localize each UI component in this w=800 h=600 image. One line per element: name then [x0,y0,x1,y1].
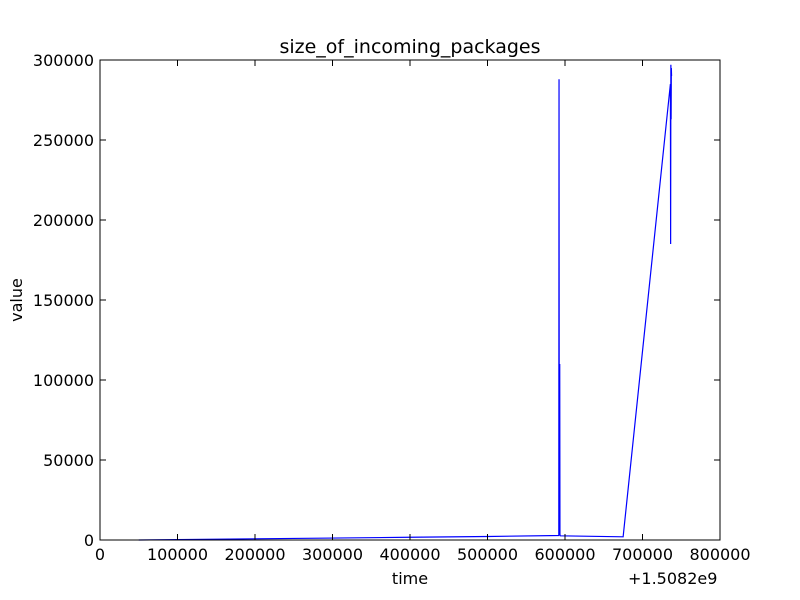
x-offset-label: +1.5082e9 [628,569,717,588]
x-tick-label: 600000 [534,545,595,564]
x-tick-label: 400000 [379,545,440,564]
y-axis-label: value [7,278,26,322]
chart-title: size_of_incoming_packages [279,36,540,58]
x-tick-label: 800000 [689,545,750,564]
y-tick-label: 250000 [33,131,94,150]
x-tick-label: 500000 [457,545,518,564]
series-line-0 [138,64,673,541]
ticks: 0 100000 200000 300000 400000 500000 600000 700… [33,51,751,564]
y-tick-label: 300000 [33,51,94,70]
plot-area [138,64,673,541]
y-tick-label: 100000 [33,371,94,390]
y-tick-label: 150000 [33,291,94,310]
x-tick-label: 700000 [612,545,673,564]
x-tick-label: 0 [95,545,105,564]
x-tick-label: 100000 [147,545,208,564]
y-tick-label: 50000 [43,451,94,470]
x-tick-label: 300000 [302,545,363,564]
x-tick-label: 200000 [224,545,285,564]
x-axis-label: time [392,569,428,588]
y-tick-label: 200000 [33,211,94,230]
y-tick-label: 0 [84,531,94,550]
